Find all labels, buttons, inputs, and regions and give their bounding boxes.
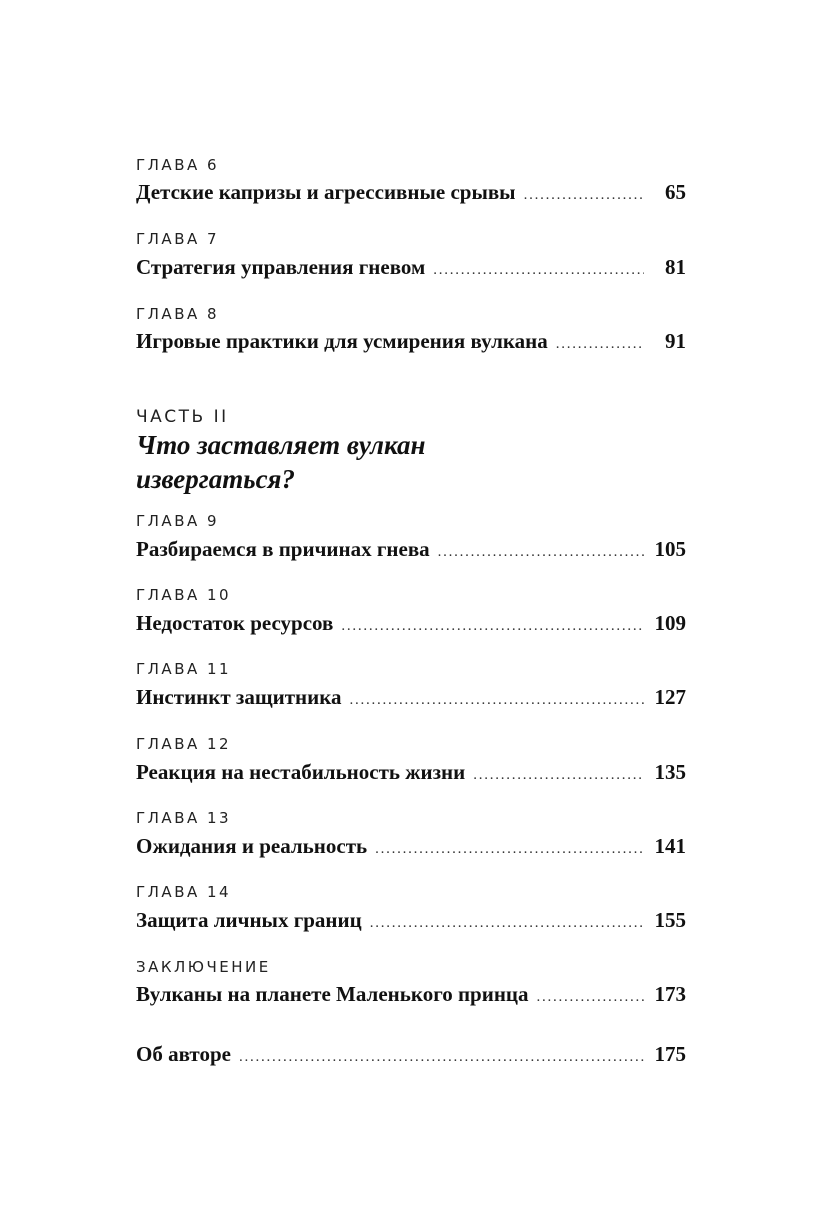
chapter-title: Стратегия управления гневом bbox=[136, 255, 426, 279]
page-number: 105 bbox=[654, 537, 687, 561]
dot-leader bbox=[239, 1049, 644, 1066]
dot-leader bbox=[370, 915, 644, 932]
dot-leader bbox=[438, 544, 644, 561]
chapter-label: ГЛАВА 9 bbox=[136, 512, 220, 530]
chapter-label: ГЛАВА 14 bbox=[136, 883, 232, 901]
chapter-label: ЗАКЛЮЧЕНИЕ bbox=[136, 958, 271, 976]
part-title-line-2[interactable]: извергаться? bbox=[136, 464, 295, 494]
dot-leader bbox=[473, 767, 644, 784]
chapter-title: Защита личных границ bbox=[136, 908, 362, 932]
dot-leader bbox=[537, 989, 644, 1006]
toc-entry[interactable]: Реакция на нестабильность жизни 135 bbox=[136, 760, 686, 785]
page-number: 135 bbox=[654, 760, 687, 784]
toc-entry[interactable]: Защита личных границ 155 bbox=[136, 908, 686, 933]
about-title: Об авторе bbox=[136, 1042, 231, 1066]
dot-leader bbox=[350, 692, 645, 709]
chapter-title: Недостаток ресурсов bbox=[136, 611, 334, 635]
chapter-label: ГЛАВА 8 bbox=[136, 305, 220, 323]
chapter-label: ГЛАВА 6 bbox=[136, 156, 220, 174]
chapter-label: ГЛАВА 7 bbox=[136, 230, 220, 248]
chapter-title: Реакция на нестабильность жизни bbox=[136, 760, 466, 784]
page-number: 81 bbox=[665, 255, 686, 279]
chapter-label: ГЛАВА 11 bbox=[136, 660, 232, 678]
chapter-label: ГЛАВА 10 bbox=[136, 586, 232, 604]
chapter-title: Ожидания и реальность bbox=[136, 834, 368, 858]
page-number: 175 bbox=[654, 1042, 687, 1066]
dot-leader bbox=[524, 187, 644, 204]
page-number: 91 bbox=[665, 329, 686, 353]
toc-entry[interactable]: Игровые практики для усмирения вулкана 9… bbox=[136, 329, 686, 354]
toc-entry[interactable]: Стратегия управления гневом 81 bbox=[136, 255, 686, 280]
page-number: 127 bbox=[654, 685, 687, 709]
dot-leader bbox=[433, 262, 644, 279]
part-label: ЧАСТЬ II bbox=[136, 407, 229, 427]
part-title-line-1[interactable]: Что заставляет вулкан bbox=[136, 430, 426, 460]
chapter-label: ГЛАВА 13 bbox=[136, 809, 232, 827]
page-number: 155 bbox=[654, 908, 687, 932]
toc-entry[interactable]: Инстинкт защитника 127 bbox=[136, 685, 686, 710]
dot-leader bbox=[375, 841, 644, 858]
toc-entry[interactable]: Недостаток ресурсов 109 bbox=[136, 611, 686, 636]
chapter-title: Игровые практики для усмирения вулкана bbox=[136, 329, 548, 353]
chapter-title: Разбираемся в причинах гнева bbox=[136, 537, 430, 561]
page-number: 65 bbox=[665, 180, 686, 204]
toc-entry[interactable]: Вулканы на планете Маленького принца 173 bbox=[136, 982, 686, 1007]
toc-entry[interactable]: Разбираемся в причинах гнева 105 bbox=[136, 537, 686, 562]
toc-entry[interactable]: Детские капризы и агрессивные срывы 65 bbox=[136, 180, 686, 205]
page-number: 173 bbox=[654, 982, 687, 1006]
chapter-title: Детские капризы и агрессивные срывы bbox=[136, 180, 516, 204]
dot-leader bbox=[341, 618, 644, 635]
chapter-title: Инстинкт защитника bbox=[136, 685, 342, 709]
chapter-label: ГЛАВА 12 bbox=[136, 735, 232, 753]
chapter-title: Вулканы на планете Маленького принца bbox=[136, 982, 529, 1006]
page-number: 109 bbox=[654, 611, 687, 635]
dot-leader bbox=[556, 336, 644, 353]
toc-entry-about[interactable]: Об авторе 175 bbox=[136, 1042, 686, 1067]
page-number: 141 bbox=[654, 834, 687, 858]
toc-entry[interactable]: Ожидания и реальность 141 bbox=[136, 834, 686, 859]
